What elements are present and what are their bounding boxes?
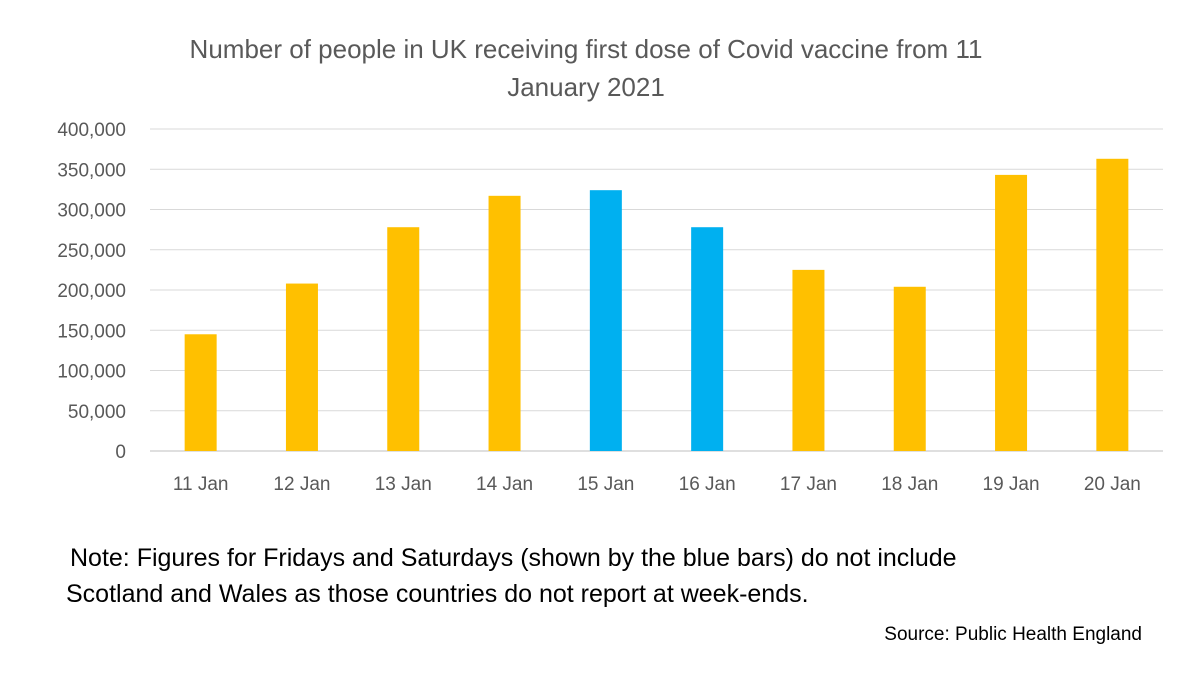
bar xyxy=(184,334,217,451)
bar xyxy=(792,269,825,451)
y-tick-label: 300,000 xyxy=(57,201,126,222)
y-tick-label: 250,000 xyxy=(57,241,126,262)
y-tick-label: 150,000 xyxy=(57,321,126,342)
x-tick-label: 15 Jan xyxy=(577,474,634,495)
chart-title: Number of people in UK receiving first d… xyxy=(0,30,1172,106)
bars xyxy=(184,158,1129,451)
bar xyxy=(1096,158,1129,451)
gridlines xyxy=(150,128,1163,452)
x-axis: 11 Jan 12 Jan 13 Jan 14 Jan 15 Jan 16 Jan 17 J… xyxy=(173,474,1141,495)
source-credit: Source: Public Health England xyxy=(884,624,1142,645)
y-tick-label: 50,000 xyxy=(68,402,126,423)
x-tick-label: 18 Jan xyxy=(881,474,938,495)
y-tick-label: 100,000 xyxy=(57,362,126,383)
y-tick-label: 200,000 xyxy=(57,281,126,302)
x-tick-label: 20 Jan xyxy=(1084,474,1141,495)
x-tick-label: 14 Jan xyxy=(476,474,533,495)
bar-chart: 0 50,000 100,000 150,000 200,000 250,000 300,0… xyxy=(57,120,1163,495)
bar xyxy=(589,190,622,451)
x-tick-label: 12 Jan xyxy=(273,474,330,495)
note-line-2: Scotland and Wales as those countries do… xyxy=(66,580,809,608)
bar xyxy=(893,286,926,451)
y-tick-label: 400,000 xyxy=(57,120,126,141)
y-tick-label: 350,000 xyxy=(57,160,126,181)
note-line-1: Note: Figures for Fridays and Saturdays … xyxy=(70,544,957,572)
chart-title-line-1: Number of people in UK receiving first d… xyxy=(189,34,983,64)
chart-title-line-2: January 2021 xyxy=(507,72,665,102)
x-tick-label: 13 Jan xyxy=(375,474,432,495)
x-tick-label: 11 Jan xyxy=(173,474,229,495)
x-tick-label: 16 Jan xyxy=(679,474,736,495)
bar xyxy=(995,174,1028,451)
x-tick-label: 17 Jan xyxy=(780,474,837,495)
bar xyxy=(387,227,420,451)
chart-note: Note: Figures for Fridays and Saturdays … xyxy=(66,540,1166,612)
bar xyxy=(488,195,521,451)
x-tick-label: 19 Jan xyxy=(983,474,1040,495)
y-tick-label: 0 xyxy=(115,442,126,463)
bar xyxy=(285,283,318,451)
y-axis: 0 50,000 100,000 150,000 200,000 250,000 300,0… xyxy=(57,120,126,463)
bar xyxy=(691,227,724,451)
